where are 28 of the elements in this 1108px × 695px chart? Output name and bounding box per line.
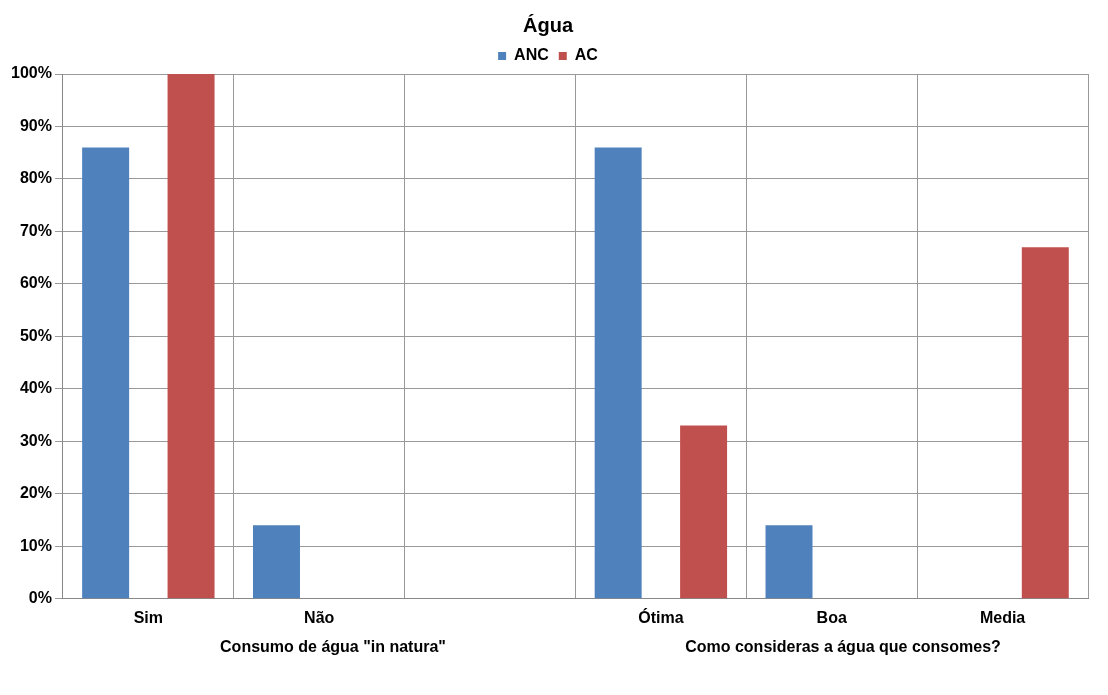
x-tick-label: Ótima	[638, 607, 684, 626]
y-tick-label: 70%	[19, 221, 52, 239]
bar	[167, 74, 215, 599]
y-tick-label: 30%	[19, 431, 52, 449]
y-tick-label: 100%	[11, 64, 52, 82]
y-tick-label: 50%	[19, 326, 52, 344]
y-tick-label: 0%	[28, 589, 52, 607]
bar	[680, 425, 728, 599]
y-tick-label: 40%	[19, 379, 52, 397]
chart-title: Água	[523, 13, 574, 36]
y-tick-label: 60%	[19, 274, 52, 292]
y-tick-label: 90%	[19, 116, 52, 134]
bar	[594, 147, 642, 599]
text: Como consideras a água que consomes?	[684, 638, 1002, 656]
legend-label: AC	[574, 46, 599, 64]
bar	[252, 525, 300, 599]
bar	[1021, 247, 1069, 599]
x-tick-label: Media	[979, 608, 1026, 626]
x-tick-label: Sim	[133, 608, 164, 626]
legend-label: ANC	[514, 46, 550, 64]
bar	[765, 525, 813, 599]
y-tick-label: 80%	[19, 169, 52, 187]
x-tick-label: Boa	[816, 608, 847, 626]
y-tick-label: 10%	[19, 536, 52, 554]
bar	[82, 147, 130, 599]
y-tick-label: 20%	[19, 484, 52, 502]
x-tick-label: Não	[304, 608, 335, 626]
text: Consumo de água "in natura"	[219, 638, 447, 656]
